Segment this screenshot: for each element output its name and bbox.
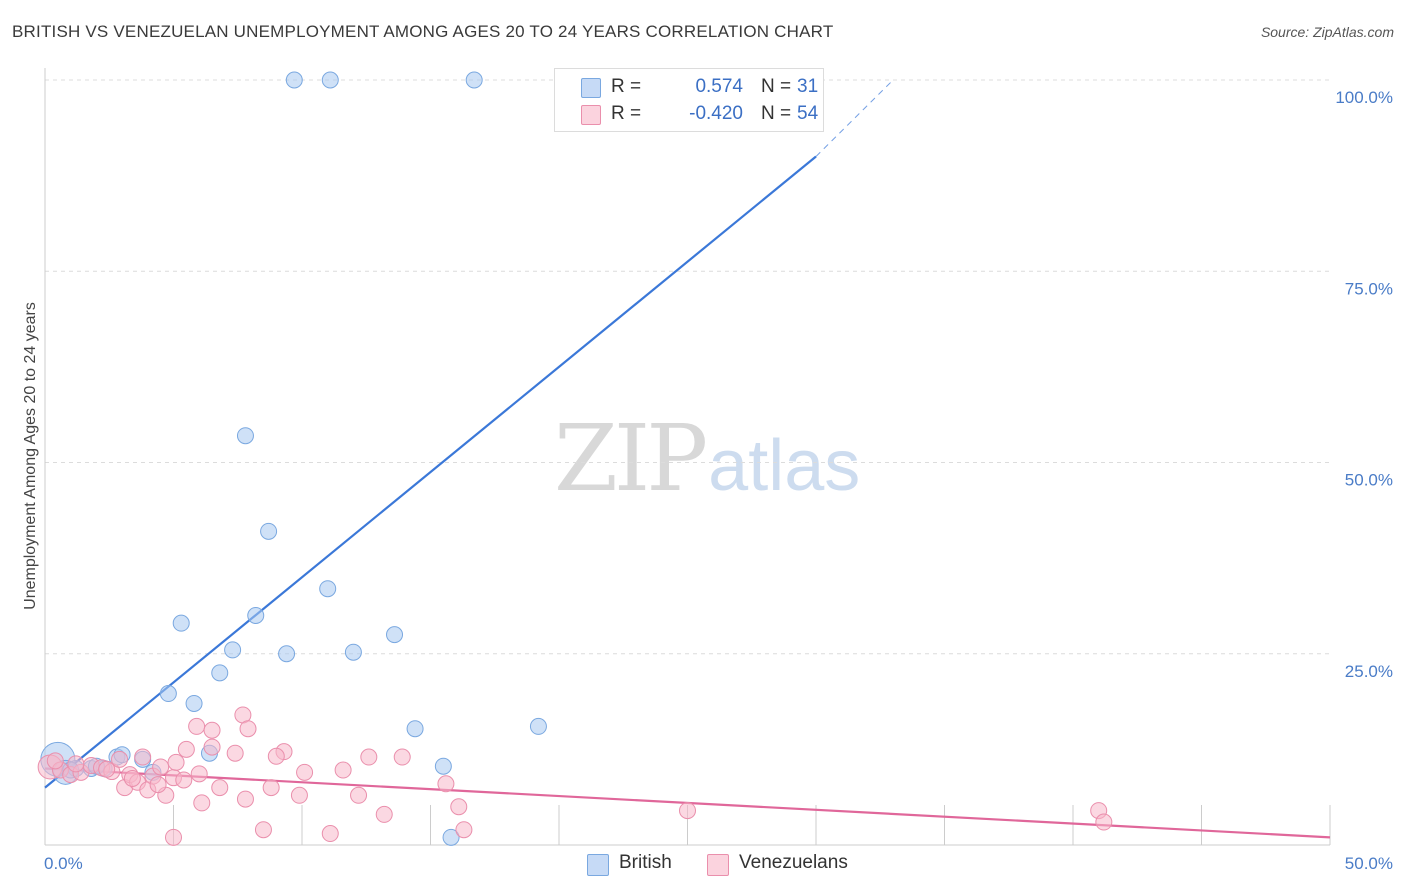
y-tick-label: 100.0% — [1335, 88, 1393, 107]
r-label: R = — [611, 76, 642, 97]
british-swatch — [581, 78, 601, 98]
chart-title: BRITISH VS VENEZUELAN UNEMPLOYMENT AMONG… — [12, 22, 834, 41]
r-label: R = — [611, 103, 642, 124]
venezuelan-point — [165, 828, 182, 846]
british-swatch — [587, 854, 609, 876]
venezuelan-point — [393, 748, 411, 766]
venezuelan-point — [98, 760, 116, 778]
british-point — [529, 717, 547, 735]
british-point — [159, 685, 177, 703]
venezuelan-point — [211, 779, 229, 797]
venezuelan-point — [350, 786, 368, 804]
venezuelan-point — [188, 717, 206, 735]
british-point — [236, 427, 254, 445]
venezuelan-point — [149, 776, 167, 794]
british-point — [224, 641, 242, 659]
british-point — [247, 607, 265, 624]
british-point — [434, 757, 452, 775]
venezuelan-point — [267, 747, 285, 765]
venezuelan-point — [437, 775, 455, 793]
r-value: -0.420 — [689, 103, 743, 124]
n-value: 54 — [797, 103, 819, 124]
venezuelan-point — [375, 805, 393, 823]
n-label: N = — [761, 76, 792, 97]
series-legend: British Venezuelans — [0, 852, 1406, 878]
venezuelan-point — [290, 786, 308, 804]
venezuelan-point — [321, 825, 339, 843]
british-point — [319, 580, 337, 598]
venezuelan-point — [1095, 813, 1113, 831]
venezuelan-point — [167, 753, 185, 771]
source-label: Source: ZipAtlas.com — [1260, 24, 1394, 40]
y-tick-label: 25.0% — [1345, 662, 1393, 681]
british-point — [465, 71, 483, 89]
venezuelan-point — [190, 765, 208, 783]
venezuelan-point — [455, 821, 473, 839]
venezuelan-point — [134, 748, 152, 766]
watermark-zip: ZIP — [554, 405, 708, 512]
trend-lines — [44, 79, 1331, 839]
correlation-legend: R = 0.574 N = 31 R = -0.420 N = 54 — [554, 68, 824, 132]
british-trend-extension — [815, 79, 894, 157]
british-point — [285, 71, 303, 89]
venezuelan-point — [254, 821, 272, 839]
venezuelan-point — [262, 779, 280, 797]
x-tick-label: 50.0% — [1345, 854, 1393, 873]
grid-lines — [45, 79, 1330, 655]
y-tick-label: 75.0% — [1345, 279, 1393, 298]
venezuelan-point — [177, 740, 195, 758]
british-point — [344, 643, 362, 661]
legend-label: British — [619, 852, 672, 873]
british-point — [278, 645, 296, 663]
tick-labels: 25.0% 50.0% 75.0% 100.0% 0.0% 50.0% Unemployme… — [22, 88, 1393, 873]
legend-label: Venezuelans — [739, 852, 848, 873]
venezuelan-point — [226, 744, 244, 762]
british-point — [442, 828, 460, 846]
venezuelan-point — [152, 758, 170, 776]
venezuelan-point — [236, 790, 254, 808]
n-label: N = — [761, 103, 792, 124]
axes — [44, 68, 1331, 846]
venezuelan-point — [203, 721, 221, 739]
venezuelan-point — [679, 802, 696, 820]
venezuelan-point — [239, 720, 257, 738]
venezuelan-point — [203, 738, 221, 756]
venezuelan-point — [296, 763, 314, 781]
watermark: ZIPatlas — [554, 405, 860, 512]
venezuelans-swatch — [581, 105, 601, 125]
venezuelan-point — [334, 761, 352, 779]
british-point — [386, 626, 404, 644]
venezuelan-point — [360, 748, 378, 766]
british-point — [260, 522, 278, 540]
british-point — [185, 694, 203, 712]
british-point — [211, 664, 229, 682]
venezuelans-swatch — [707, 854, 729, 876]
data-points — [37, 71, 1113, 846]
british-point — [406, 720, 424, 738]
y-tick-label: 50.0% — [1345, 471, 1393, 490]
british-point — [172, 614, 190, 632]
venezuelan-point — [67, 755, 85, 773]
british-trend-line — [44, 155, 817, 789]
watermark-atlas: atlas — [708, 426, 861, 506]
venezuelan-point — [175, 771, 193, 789]
british-point — [321, 71, 339, 89]
y-axis-title: Unemployment Among Ages 20 to 24 years — [22, 302, 39, 610]
venezuelan-point — [193, 794, 211, 812]
venezuelan-point — [450, 798, 468, 816]
x-tick-label: 0.0% — [44, 854, 83, 873]
venezuelan-point — [123, 769, 141, 787]
venezuelan-point — [46, 752, 64, 770]
venezuelan-point — [111, 750, 129, 768]
r-value: 0.574 — [695, 76, 743, 97]
n-value: 31 — [797, 76, 819, 97]
